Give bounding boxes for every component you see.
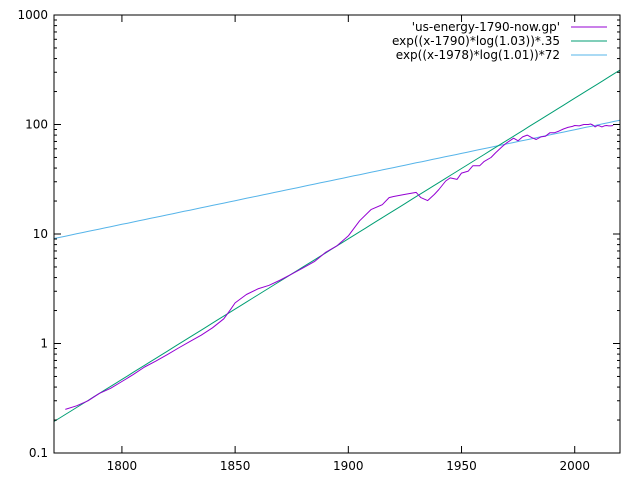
x-tick-label: 2000 <box>559 459 590 473</box>
y-tick-label: 1000 <box>17 8 48 22</box>
x-tick-label: 1900 <box>333 459 364 473</box>
series-layer <box>54 69 620 422</box>
y-tick-label: 1 <box>40 337 48 351</box>
y-tick-label: 0.1 <box>29 446 48 460</box>
series-line-1 <box>65 123 614 410</box>
y-tick-label: 100 <box>25 118 48 132</box>
series-line-3 <box>54 119 620 239</box>
legend-label-2: exp((x-1790)*log(1.03))*.35 <box>392 34 560 48</box>
axis-ticks: 1800 1850 1900 1950 2000 0.1 1 10 100 1000 <box>17 8 620 473</box>
x-tick-label: 1800 <box>107 459 138 473</box>
legend: 'us-energy-1790-now.gp'exp((x-1790)*log(… <box>392 20 607 62</box>
y-tick-label: 10 <box>33 227 48 241</box>
legend-label-3: exp((x-1978)*log(1.01))*72 <box>396 48 560 62</box>
x-tick-label: 1850 <box>220 459 251 473</box>
x-tick-label: 1950 <box>446 459 477 473</box>
legend-label-1: 'us-energy-1790-now.gp' <box>412 20 560 34</box>
